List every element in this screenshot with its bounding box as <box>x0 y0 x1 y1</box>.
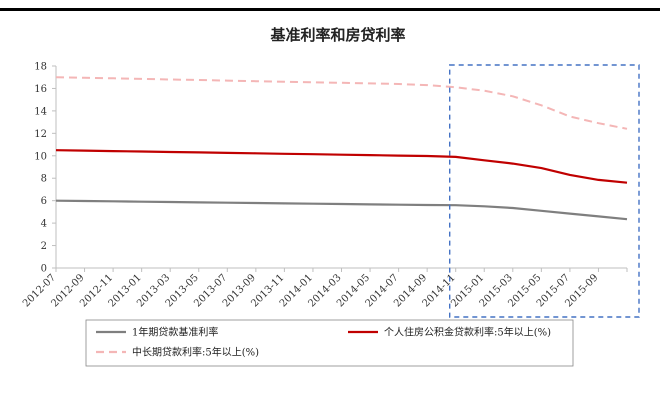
highlight-box <box>449 64 640 318</box>
y-tick-label: 10 <box>34 151 47 162</box>
series-layer <box>55 76 628 221</box>
y-tick-label: 18 <box>34 62 47 73</box>
y-tick-label: 0 <box>41 264 47 275</box>
y-tick-label: 4 <box>41 219 47 230</box>
series-line-0 <box>55 199 628 221</box>
x-axis: 2012-072012-092012-112013-012013-032013-… <box>21 267 628 310</box>
top-rule <box>0 8 660 11</box>
chart-title: 基准利率和房贷利率 <box>269 26 405 44</box>
y-tick-label: 16 <box>34 84 47 95</box>
legend-label: 1年期贷款基准利率 <box>132 326 218 339</box>
legend-frame <box>85 319 574 367</box>
y-tick-label: 8 <box>41 174 47 185</box>
legend-label: 中长期贷款利率:5年以上(%) <box>132 346 259 359</box>
series-line-2 <box>55 76 628 130</box>
y-tick-label: 12 <box>34 129 47 140</box>
y-tick-label: 6 <box>41 196 47 207</box>
highlight-layer <box>449 64 640 318</box>
y-axis: 0 2 4 6 8 10 12 14 16 18 <box>34 62 57 275</box>
y-tick-label: 14 <box>34 106 47 117</box>
legend-label: 个人住房公积金贷款利率:5年以上(%) <box>384 326 551 339</box>
y-tick-label: 2 <box>41 241 47 252</box>
legend: 1年期贷款基准利率 个人住房公积金贷款利率:5年以上(%) 中长期贷款利率:5年以上… <box>85 319 574 367</box>
series-line-1 <box>55 149 628 184</box>
